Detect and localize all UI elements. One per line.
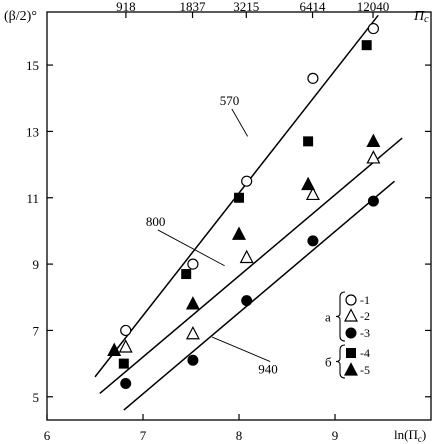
y-tick-label: 13: [26, 124, 39, 139]
point-square-filled: [234, 192, 244, 203]
point-circle-filled: [241, 295, 253, 307]
y-tick-label: 15: [26, 58, 39, 73]
line-label-pointer: [211, 336, 271, 362]
top-tick-label: 1837: [180, 0, 207, 14]
y-tick-label: 9: [33, 257, 40, 272]
plot-axes: 6 7 8 9 5 7 9 11 13 15 918 1837 3215 6414 12040: [26, 0, 432, 443]
top-tick-label: 12040: [357, 0, 390, 14]
point-triangle-open: [118, 339, 133, 353]
x-tick-label: 7: [140, 428, 147, 443]
line-label-570: 570: [220, 93, 240, 108]
legend-group-label: а: [325, 310, 331, 325]
legend-marker: [344, 308, 358, 322]
legend-entry-label: -3: [360, 326, 370, 340]
plot-frame: [46, 11, 432, 421]
legend-entry-label: -4: [360, 346, 370, 360]
point-triangle-filled: [301, 176, 316, 191]
point-circle-filled: [120, 378, 132, 390]
point-square-filled: [181, 269, 192, 280]
y-axis-label: (β/2)°: [4, 9, 37, 24]
point-square-filled: [361, 40, 372, 51]
point-circle-open: [120, 324, 132, 337]
point-circle-open: [187, 258, 199, 270]
fit-line-940: [123, 180, 396, 411]
x-tick-label: 9: [332, 428, 339, 443]
fit-lines: [94, 14, 403, 411]
point-triangle-filled: [107, 342, 122, 356]
legend: а -1 -2 -3 б -4 -5: [325, 291, 370, 379]
y-tick-label: 11: [26, 191, 39, 206]
text-labels: (β/2)° Πc ln(Πc) 570 800 940: [4, 9, 429, 444]
line-label-940: 940: [258, 362, 278, 377]
point-circle-filled: [187, 354, 199, 366]
y-tick-label: 7: [33, 323, 40, 338]
point-triangle-open: [239, 249, 254, 264]
x-tick-label: 6: [44, 428, 51, 443]
legend-marker: [345, 327, 357, 339]
point-circle-filled: [307, 235, 319, 247]
legend-entry-label: -5: [360, 363, 370, 377]
point-circle-open: [367, 22, 379, 35]
point-circle-open: [241, 175, 253, 187]
point-triangle-filled: [232, 226, 246, 240]
line-label-800: 800: [146, 214, 166, 229]
point-triangle-open: [366, 150, 381, 164]
point-triangle-open: [185, 325, 200, 340]
top-axis-label: Πc: [413, 9, 429, 25]
point-triangle-open: [305, 186, 320, 201]
point-circle-filled: [367, 195, 379, 207]
legend-brace: [335, 291, 346, 342]
x-axis-label: ln(Πc): [394, 427, 426, 444]
top-tick-label: 3215: [233, 0, 259, 14]
y-tick-label: 5: [33, 390, 40, 405]
legend-marker: [345, 294, 357, 306]
top-tick-label: 6414: [300, 0, 327, 14]
legend-marker: [344, 362, 358, 376]
data-points: [107, 22, 381, 390]
legend-group-label: б: [325, 355, 332, 370]
point-square-filled: [303, 136, 314, 147]
legend-brace: [335, 344, 346, 379]
point-circle-open: [307, 72, 319, 84]
top-tick-label: 918: [116, 0, 136, 14]
x-tick-label: 8: [236, 428, 243, 443]
line-label-pointer: [231, 108, 249, 137]
point-triangle-filled: [185, 296, 200, 310]
point-triangle-filled: [366, 133, 381, 147]
point-square-filled: [118, 358, 129, 369]
legend-marker: [346, 348, 356, 358]
legend-entry-label: -1: [360, 293, 370, 307]
legend-entry-label: -2: [360, 309, 370, 323]
fit-line-800: [99, 137, 403, 395]
line-label-pointer: [157, 229, 225, 267]
